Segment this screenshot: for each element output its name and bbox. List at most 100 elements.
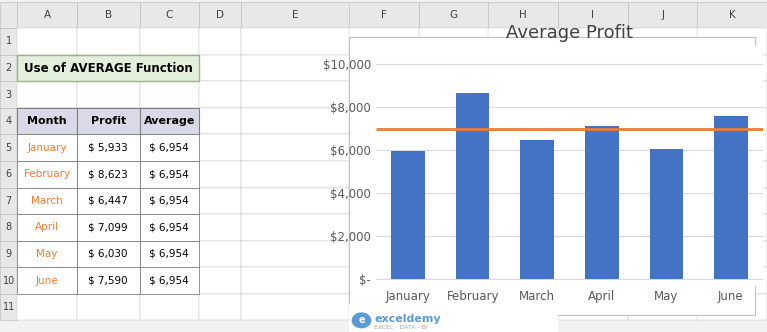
Bar (419, 241, 489, 267)
Bar (0, 81, 18, 108)
Text: $ 6,954: $ 6,954 (150, 169, 189, 179)
Bar (349, 108, 419, 134)
Bar (18, 241, 77, 267)
Bar (419, 267, 489, 294)
Bar (456, 93, 489, 279)
Bar (140, 267, 199, 294)
Bar (0, 161, 18, 188)
Bar (628, 108, 698, 134)
Text: May: May (36, 249, 58, 259)
Bar (140, 267, 199, 294)
Bar (349, 214, 419, 241)
Bar (140, 241, 199, 267)
Bar (140, 134, 199, 161)
Bar (77, 161, 140, 188)
Bar (199, 241, 241, 267)
Bar (140, 55, 199, 81)
Text: EXCEL · DATA · BI: EXCEL · DATA · BI (374, 324, 428, 330)
Bar (349, 161, 419, 188)
Bar (697, 161, 767, 188)
Bar (199, 81, 241, 108)
Bar (18, 188, 77, 214)
Bar (241, 267, 349, 294)
Bar (241, 55, 349, 81)
Bar (419, 2, 489, 28)
Text: $ 6,954: $ 6,954 (150, 222, 189, 232)
Bar (77, 241, 140, 267)
Bar (697, 188, 767, 214)
Bar (140, 161, 199, 188)
Bar (697, 294, 767, 320)
Bar (349, 304, 558, 332)
Bar (488, 28, 558, 55)
Text: June: June (36, 276, 58, 286)
Bar (77, 267, 140, 294)
Bar (628, 188, 698, 214)
Bar (199, 188, 241, 214)
Bar (697, 108, 767, 134)
Text: 5: 5 (5, 143, 12, 153)
Text: H: H (519, 10, 527, 20)
Bar (419, 214, 489, 241)
Bar (18, 108, 77, 134)
Circle shape (352, 313, 370, 328)
Text: 3: 3 (5, 90, 12, 100)
Bar (18, 267, 77, 294)
Text: $ 6,447: $ 6,447 (88, 196, 128, 206)
Bar (199, 55, 241, 81)
Text: D: D (216, 10, 224, 20)
Bar (241, 214, 349, 241)
Title: Average Profit: Average Profit (506, 24, 633, 42)
Bar (558, 55, 628, 81)
Bar (241, 188, 349, 214)
Bar (140, 108, 199, 134)
Bar (18, 294, 77, 320)
Bar (488, 55, 558, 81)
Bar (18, 214, 77, 241)
Text: 9: 9 (5, 249, 12, 259)
Text: Month: Month (28, 116, 67, 126)
Bar (0, 188, 18, 214)
Bar (0, 241, 18, 267)
Text: April: April (35, 222, 59, 232)
Bar (628, 267, 698, 294)
Bar (697, 55, 767, 81)
Bar (558, 28, 628, 55)
Bar (18, 241, 77, 267)
Bar (697, 241, 767, 267)
Bar (628, 241, 698, 267)
Bar (0, 28, 18, 55)
Bar (488, 81, 558, 108)
Bar (18, 267, 77, 294)
Bar (521, 140, 554, 279)
Bar (419, 134, 489, 161)
Bar (18, 188, 77, 214)
Bar (488, 134, 558, 161)
Bar (650, 149, 683, 279)
Bar (628, 134, 698, 161)
Text: Use of AVERAGE Function: Use of AVERAGE Function (24, 61, 193, 75)
Text: exceldemy: exceldemy (374, 314, 441, 324)
Bar (558, 134, 628, 161)
Text: $ 6,954: $ 6,954 (150, 143, 189, 153)
Bar (199, 267, 241, 294)
Bar (241, 81, 349, 108)
Text: 7: 7 (5, 196, 12, 206)
Bar (241, 161, 349, 188)
Bar (140, 214, 199, 241)
Bar (628, 81, 698, 108)
Bar (18, 161, 77, 188)
Bar (140, 214, 199, 241)
Bar (697, 214, 767, 241)
Text: $ 5,933: $ 5,933 (88, 143, 128, 153)
Bar (349, 134, 419, 161)
Bar (241, 294, 349, 320)
Text: I: I (591, 10, 594, 20)
Bar (0, 2, 18, 28)
Bar (558, 294, 628, 320)
Text: A: A (44, 10, 51, 20)
Bar (349, 267, 419, 294)
Bar (77, 108, 140, 134)
Bar (18, 81, 77, 108)
Bar (77, 267, 140, 294)
